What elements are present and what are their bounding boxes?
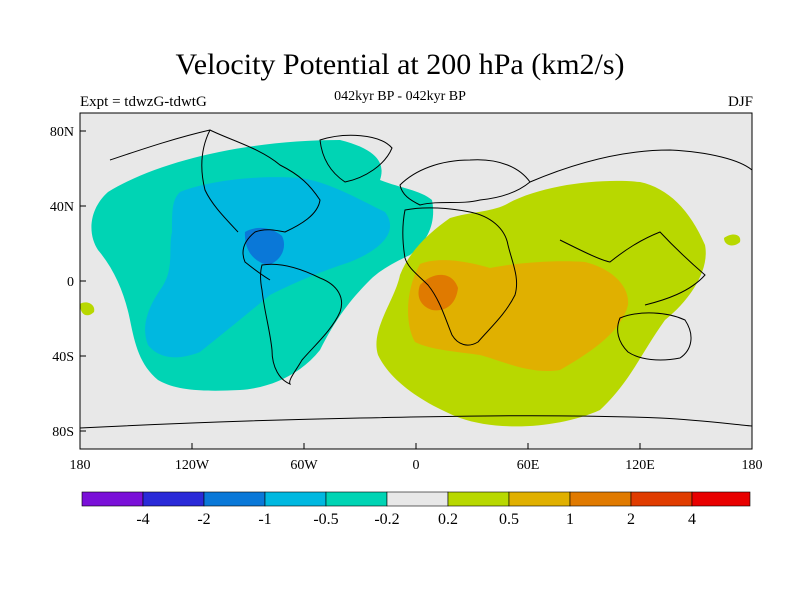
lon-label: 120W — [175, 458, 210, 473]
colorbar-label: 0.5 — [499, 511, 519, 528]
colorbar-label: -0.5 — [313, 511, 338, 528]
experiment-label: Expt = tdwzG-tdwtG — [80, 94, 207, 110]
lon-label: 120E — [625, 458, 655, 473]
lon-label: 180 — [70, 458, 91, 473]
colorbar-label: 0.2 — [438, 511, 458, 528]
colorbar-label: 2 — [627, 511, 635, 528]
lat-label: 80N — [50, 125, 74, 140]
colorbar-label: -0.2 — [374, 511, 399, 528]
page-title: Velocity Potential at 200 hPa (km2/s) — [175, 48, 625, 81]
europe-coast — [399, 159, 531, 206]
subtitle: 042kyr BP - 042kyr BP — [334, 89, 466, 104]
positive-patch-pacific-west — [80, 302, 95, 316]
negative-region-inner — [244, 227, 285, 265]
lat-label: 40S — [52, 350, 74, 365]
colorbar-box — [386, 491, 449, 507]
colorbar-label: -4 — [136, 511, 149, 528]
longitude-axis: 180 120W 60W 0 60E 120E 180 — [70, 443, 763, 473]
season-label: DJF — [727, 94, 753, 110]
colorbar-box — [81, 491, 144, 507]
lon-label: 60E — [517, 458, 540, 473]
lat-label: 40N — [50, 200, 74, 215]
australia-coast — [617, 312, 692, 361]
antarctica-coast — [80, 415, 752, 429]
south-america-coast — [260, 263, 343, 385]
colorbar-label: -2 — [197, 511, 210, 528]
lat-label: 80S — [52, 425, 74, 440]
africa-coast — [402, 207, 518, 346]
colorbar-box — [691, 491, 751, 507]
negative-region-mid — [145, 177, 391, 358]
colorbar-label: -1 — [258, 511, 271, 528]
greenland-coast — [319, 134, 393, 183]
positive-region-mid — [408, 260, 629, 372]
colorbar-box — [142, 491, 205, 507]
lon-label: 180 — [742, 458, 763, 473]
colorbar-box — [569, 491, 632, 507]
positive-region-inner — [418, 274, 458, 311]
asia-coast — [529, 149, 752, 306]
colorbar-box — [447, 491, 510, 507]
colorbar-box — [203, 491, 266, 507]
map-plot-area — [80, 113, 752, 449]
north-america-coast — [109, 129, 321, 281]
coastlines — [80, 129, 752, 429]
lon-label: 0 — [413, 458, 420, 473]
latitude-axis: 80N 40N 0 40S 80S — [50, 125, 86, 440]
colorbar-box — [508, 491, 571, 507]
colorbar-box — [264, 491, 327, 507]
lat-label: 0 — [67, 275, 74, 290]
colorbar-box — [630, 491, 693, 507]
colorbar-label: 1 — [566, 511, 574, 528]
colorbar: -4 -2 -1 -0.5 -0.2 0.2 0.5 1 2 4 — [81, 491, 751, 528]
lon-label: 60W — [290, 458, 318, 473]
colorbar-label: 4 — [688, 511, 696, 528]
positive-patch-pacific-east — [724, 234, 741, 246]
colorbar-box — [325, 491, 388, 507]
